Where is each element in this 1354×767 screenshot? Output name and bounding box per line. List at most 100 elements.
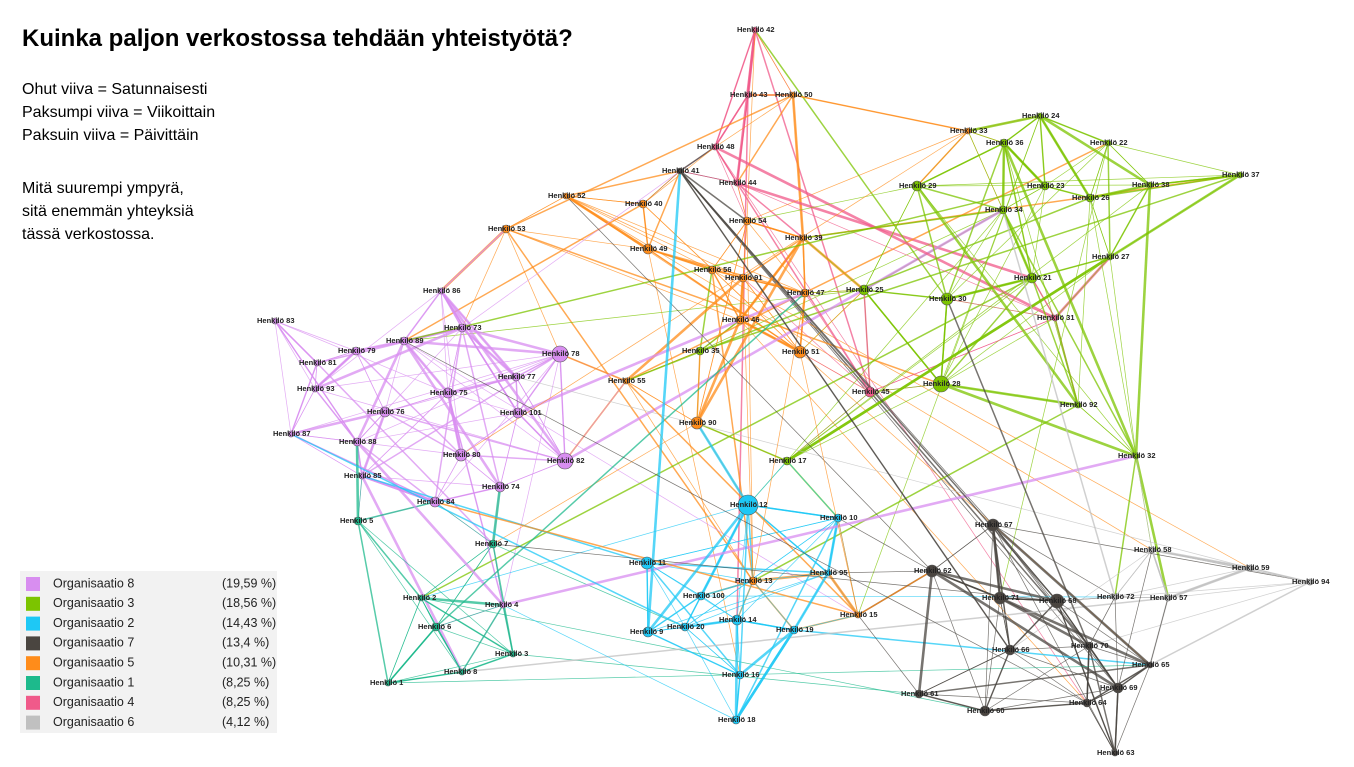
node: [1111, 749, 1119, 757]
node-label: Henkilö 56: [694, 265, 732, 274]
node-label: Henkilö 46: [722, 315, 760, 324]
edge: [387, 626, 437, 684]
node: [640, 556, 654, 570]
node-label: Henkilö 89: [386, 336, 424, 345]
edge: [752, 404, 1079, 582]
edge: [714, 146, 1088, 704]
edge: [736, 517, 839, 621]
edge: [403, 185, 1046, 342]
edge: [1009, 649, 1088, 704]
edge: [791, 94, 805, 239]
edge: [517, 291, 806, 415]
node-label: Henkilö 4: [485, 600, 519, 609]
node: [1040, 181, 1050, 191]
node: [1051, 314, 1059, 322]
edge: [714, 146, 738, 184]
node-label: Henkilö 60: [967, 706, 1005, 715]
node-label: Henkilö 41: [662, 166, 700, 175]
node-label: Henkilö 39: [785, 233, 823, 242]
edge: [746, 220, 806, 294]
edge: [735, 674, 741, 721]
node: [680, 622, 690, 632]
edge: [1114, 549, 1153, 598]
node: [384, 679, 392, 687]
edge: [746, 185, 918, 222]
node-label: Henkilö 3: [495, 649, 528, 658]
node: [1148, 546, 1156, 554]
node: [824, 569, 832, 577]
node: [1074, 401, 1082, 409]
node: [1164, 594, 1172, 602]
edge: [711, 269, 741, 321]
edge: [793, 614, 859, 631]
node-label: Henkilö 92: [1060, 400, 1098, 409]
edge: [1002, 209, 1033, 279]
node-label: Henkilö 43: [730, 90, 768, 99]
edge: [792, 94, 969, 132]
legend-share: (8,25 %): [222, 695, 269, 709]
edge: [736, 181, 1033, 280]
edge: [984, 702, 1088, 712]
node: [799, 234, 807, 242]
edge: [940, 185, 1046, 385]
edge: [742, 277, 871, 393]
edge: [752, 572, 829, 582]
edge: [316, 362, 494, 545]
node-label: Henkilö 52: [548, 191, 586, 200]
edge: [434, 454, 462, 503]
edge: [565, 195, 644, 205]
edge: [1151, 549, 1169, 599]
edge: [916, 184, 1151, 187]
legend-swatch: [26, 596, 40, 611]
edge: [739, 319, 1088, 704]
edge: [274, 320, 292, 435]
edge: [1077, 404, 1137, 457]
legend-label: Organisaatio 1: [53, 675, 134, 689]
edge: [357, 520, 389, 684]
edge: [1134, 455, 1170, 599]
edge: [355, 441, 360, 522]
legend-swatch: [26, 676, 40, 690]
edge: [736, 182, 748, 222]
node: [731, 715, 741, 725]
edge: [802, 237, 865, 291]
node-label: Henkilö 67: [975, 520, 1013, 529]
node-label: Henkilö 35: [682, 346, 720, 355]
edge: [461, 653, 514, 673]
edge: [1003, 142, 1079, 406]
edge: [940, 382, 1079, 407]
node: [437, 287, 445, 295]
edge: [916, 185, 1004, 211]
edge: [646, 517, 839, 564]
edge: [434, 486, 501, 503]
edge: [356, 412, 519, 443]
edge: [786, 255, 1111, 463]
node-label: Henkilö 61: [901, 689, 939, 698]
edge: [356, 353, 561, 443]
edge: [999, 597, 1011, 651]
node: [457, 323, 467, 333]
legend-swatch: [26, 715, 40, 730]
edge: [565, 195, 744, 279]
node: [854, 611, 862, 619]
node-label: Henkilö 50: [775, 90, 813, 99]
edge: [565, 195, 713, 271]
node-label: Henkilö 54: [729, 216, 767, 225]
node-label: Henkilö 77: [498, 372, 536, 381]
node: [358, 472, 366, 480]
node: [793, 345, 807, 359]
node-label: Henkilö 30: [929, 294, 967, 303]
node-label: Henkilö 79: [338, 346, 376, 355]
edge: [461, 327, 517, 378]
edge: [940, 256, 1111, 385]
edge: [565, 194, 649, 251]
legend-share: (8,25 %): [222, 675, 269, 689]
node-label: Henkilö 22: [1090, 138, 1128, 147]
node-label: Henkilö 32: [1118, 451, 1156, 460]
node-label: Henkilö 12: [730, 500, 768, 509]
node: [696, 591, 706, 601]
edge: [746, 220, 804, 239]
edge: [505, 228, 649, 250]
node: [707, 265, 717, 275]
edge: [1031, 256, 1111, 279]
